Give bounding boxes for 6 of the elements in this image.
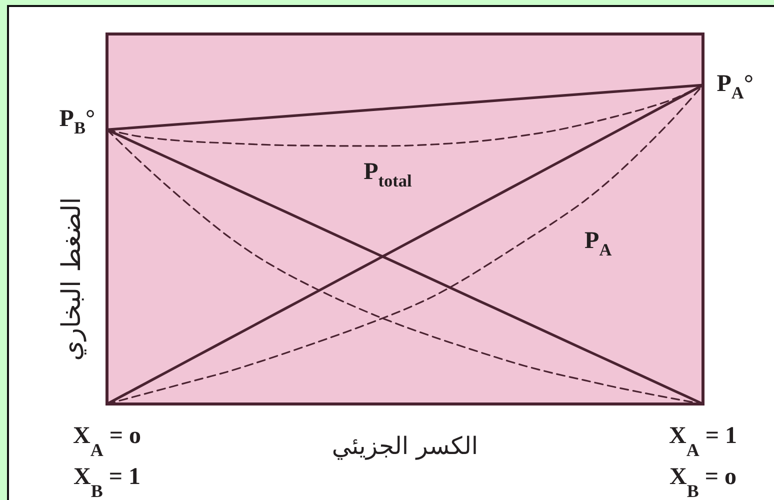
y-axis-title: الضغط البخاري: [57, 197, 87, 361]
annotation: P$_{A}$: [584, 228, 612, 260]
x-axis-title: الكسر الجزيئي: [332, 432, 478, 460]
annotation: P$_{total}$: [364, 159, 412, 190]
text: P$_{B}$°: [59, 106, 96, 138]
text: P$_{A}$°: [716, 71, 754, 102]
